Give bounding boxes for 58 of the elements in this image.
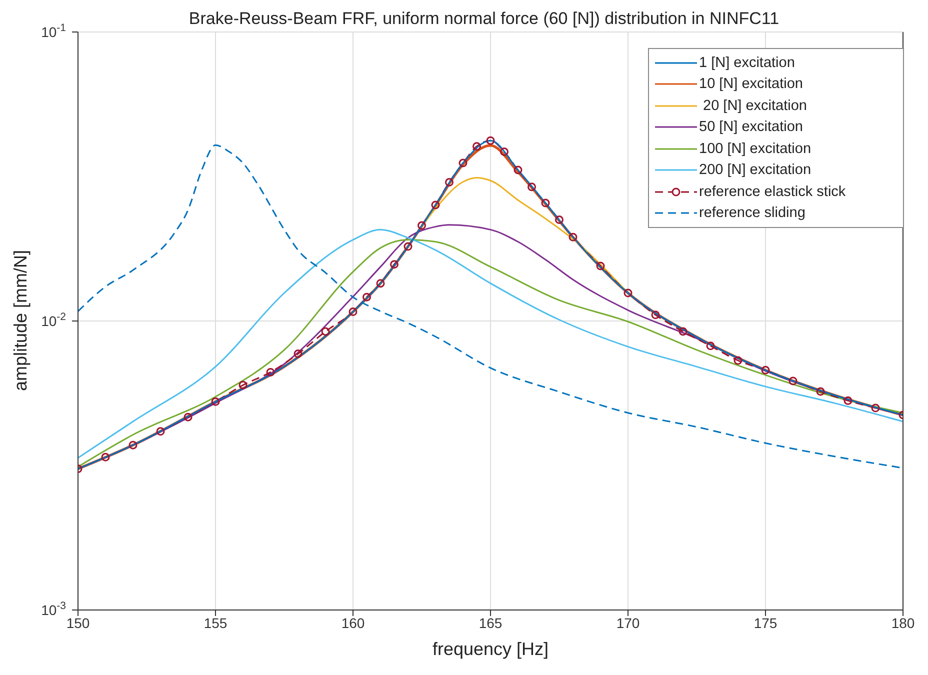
point	[706, 342, 715, 350]
point	[788, 376, 798, 386]
point	[376, 279, 385, 288]
legend-label: reference sliding	[699, 205, 806, 222]
point	[486, 136, 495, 145]
point	[624, 288, 632, 298]
point	[390, 260, 398, 269]
x-axis-title: frequency [Hz]	[432, 639, 549, 659]
legend-label: 50 [N] excitation	[699, 119, 803, 136]
x-tick-label: 175	[754, 614, 778, 631]
point	[294, 350, 302, 358]
x-tick-label: 155	[204, 614, 228, 631]
y-tick-label: 10$^{-2}$	[41, 311, 66, 329]
point	[871, 404, 880, 412]
point	[156, 427, 165, 436]
legend-label: 100 [N] excitation	[699, 140, 812, 157]
point	[321, 327, 330, 336]
y-tick-label: 10$^{-3}$	[41, 600, 66, 618]
legend-label: 20 [N] excitation	[702, 98, 807, 114]
point	[445, 178, 454, 187]
point	[404, 242, 412, 251]
point	[500, 148, 508, 156]
x-tick-label: 160	[341, 614, 365, 631]
point	[101, 452, 110, 462]
point	[211, 397, 220, 406]
point	[514, 166, 522, 174]
point	[596, 262, 605, 270]
point	[266, 368, 275, 376]
point	[472, 142, 481, 151]
legend-label: reference elastick stick	[699, 184, 846, 200]
y-axis-title: amplitude [mm/N]	[10, 250, 30, 391]
point	[734, 356, 742, 365]
point	[761, 366, 770, 374]
y-tick-label: 10$^{-1}$	[41, 22, 66, 40]
point	[651, 310, 660, 320]
legend-label: 200 [N] excitation	[699, 162, 812, 178]
point	[541, 198, 550, 208]
point	[568, 232, 578, 242]
point	[678, 327, 688, 336]
legend-label: 10 [N] excitation	[699, 76, 803, 92]
point	[844, 396, 852, 405]
x-tick-label: 170	[616, 614, 640, 631]
point	[816, 387, 825, 396]
point	[238, 380, 248, 390]
point	[528, 182, 536, 192]
point	[128, 440, 138, 450]
x-tick-label: 150	[66, 614, 90, 631]
point	[431, 200, 440, 210]
point	[362, 292, 371, 302]
point	[184, 412, 192, 422]
point	[458, 158, 468, 168]
chart-title: Brake-Reuss-Beam FRF, uniform normal force (60 [N]) distribution in NINFC11	[188, 9, 780, 28]
x-tick-label: 165	[478, 614, 502, 631]
x-tick-label: 180	[891, 614, 915, 631]
point	[418, 221, 426, 230]
legend-label: 1 [N] excitation	[699, 54, 795, 71]
point	[348, 308, 358, 316]
point	[555, 216, 564, 224]
